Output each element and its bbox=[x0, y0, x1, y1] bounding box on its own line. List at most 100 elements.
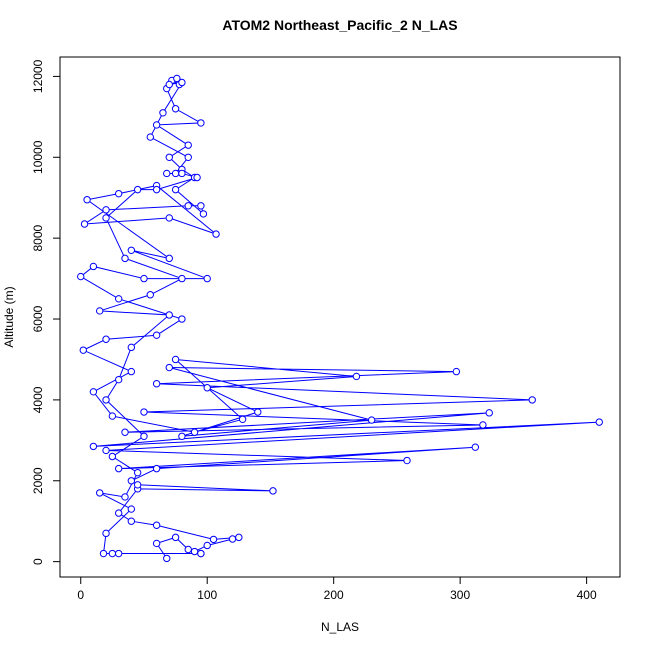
data-point bbox=[209, 535, 218, 544]
x-axis-label: N_LAS bbox=[321, 620, 359, 634]
data-point bbox=[133, 468, 142, 477]
data-point bbox=[352, 372, 361, 381]
data-point bbox=[178, 315, 186, 323]
data-point bbox=[121, 428, 129, 436]
data-point bbox=[163, 169, 171, 178]
y-tick-label: 10000 bbox=[31, 140, 45, 174]
data-point bbox=[238, 415, 247, 424]
data-point bbox=[114, 509, 123, 517]
data-point bbox=[152, 464, 161, 473]
data-point bbox=[165, 363, 173, 372]
data-point bbox=[171, 185, 180, 194]
data-point bbox=[114, 549, 123, 558]
data-point bbox=[165, 153, 173, 161]
data-point bbox=[193, 173, 201, 182]
data-point bbox=[102, 529, 110, 538]
data-point bbox=[127, 517, 136, 525]
data-point bbox=[102, 214, 110, 222]
data-point bbox=[184, 202, 192, 210]
y-axis-label: Altitude (m) bbox=[2, 286, 16, 347]
data-point bbox=[163, 554, 171, 563]
data-point bbox=[140, 408, 148, 416]
data-point bbox=[184, 153, 192, 161]
data-point bbox=[133, 481, 142, 489]
data-point bbox=[197, 202, 205, 210]
data-point bbox=[114, 295, 123, 303]
data-point bbox=[152, 185, 161, 194]
data-point bbox=[152, 521, 161, 529]
data-point bbox=[83, 196, 91, 204]
data-point bbox=[152, 331, 161, 339]
data-point bbox=[165, 214, 173, 222]
data-point bbox=[403, 456, 411, 465]
data-point bbox=[108, 412, 117, 420]
data-point bbox=[96, 307, 104, 315]
data-point bbox=[152, 539, 161, 548]
data-point bbox=[79, 346, 87, 354]
data-point bbox=[197, 119, 205, 127]
data-point bbox=[165, 80, 173, 89]
data-point bbox=[173, 74, 181, 83]
data-point bbox=[152, 380, 161, 388]
data-point bbox=[165, 254, 173, 263]
data-point bbox=[127, 505, 136, 513]
data-point bbox=[367, 416, 376, 424]
y-tick-label: 8000 bbox=[31, 224, 45, 251]
y-tick-label: 4000 bbox=[31, 386, 45, 413]
data-point bbox=[171, 105, 180, 113]
data-point bbox=[595, 418, 603, 426]
x-tick-label: 100 bbox=[197, 588, 217, 602]
data-point bbox=[146, 133, 154, 141]
data-point bbox=[203, 384, 211, 392]
data-point bbox=[178, 169, 186, 178]
data-point bbox=[114, 375, 123, 384]
data-point bbox=[190, 547, 199, 556]
data-point bbox=[199, 210, 208, 218]
data-point bbox=[152, 121, 161, 129]
x-tick-label: 300 bbox=[450, 588, 470, 602]
data-line bbox=[79, 77, 600, 559]
y-tick-label: 2000 bbox=[31, 467, 45, 494]
data-point bbox=[203, 274, 211, 283]
data-point bbox=[197, 549, 205, 558]
data-point bbox=[471, 443, 480, 451]
data-point bbox=[140, 432, 148, 440]
data-point bbox=[102, 446, 110, 455]
y-tick-label: 12000 bbox=[31, 59, 45, 93]
chart-title: ATOM2 Northeast_Pacific_2 N_LAS bbox=[222, 17, 457, 33]
data-point bbox=[121, 493, 129, 501]
data-point bbox=[254, 408, 262, 416]
data-point bbox=[80, 220, 89, 228]
plot-frame bbox=[59, 56, 621, 578]
data-point bbox=[108, 549, 117, 558]
data-point bbox=[184, 545, 192, 554]
data-point bbox=[212, 230, 220, 238]
data-point bbox=[159, 109, 167, 117]
y-tick-label: 0 bbox=[31, 558, 45, 565]
data-point bbox=[190, 428, 199, 436]
data-point bbox=[108, 452, 117, 461]
data-point bbox=[89, 262, 98, 271]
data-point bbox=[528, 396, 536, 404]
data-point bbox=[140, 274, 148, 283]
data-point bbox=[171, 355, 180, 364]
data-point bbox=[133, 185, 142, 194]
data-point bbox=[127, 246, 136, 254]
data-point bbox=[127, 477, 136, 485]
data-point bbox=[171, 169, 180, 178]
x-tick-label: 0 bbox=[77, 588, 84, 602]
data-point bbox=[102, 206, 110, 214]
data-point bbox=[184, 141, 192, 149]
data-point bbox=[146, 291, 154, 299]
data-point bbox=[178, 78, 186, 87]
y-tick-label: 6000 bbox=[31, 305, 45, 332]
data-point bbox=[178, 274, 186, 283]
x-tick-label: 400 bbox=[577, 588, 597, 602]
data-point bbox=[269, 487, 277, 495]
data-point bbox=[228, 535, 237, 543]
data-point bbox=[235, 533, 243, 542]
data-point bbox=[89, 442, 98, 451]
data-point bbox=[114, 464, 123, 473]
